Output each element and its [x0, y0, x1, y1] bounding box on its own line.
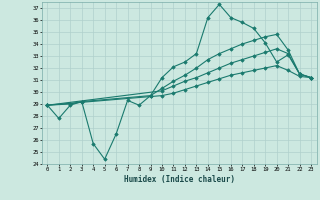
X-axis label: Humidex (Indice chaleur): Humidex (Indice chaleur) [124, 175, 235, 184]
